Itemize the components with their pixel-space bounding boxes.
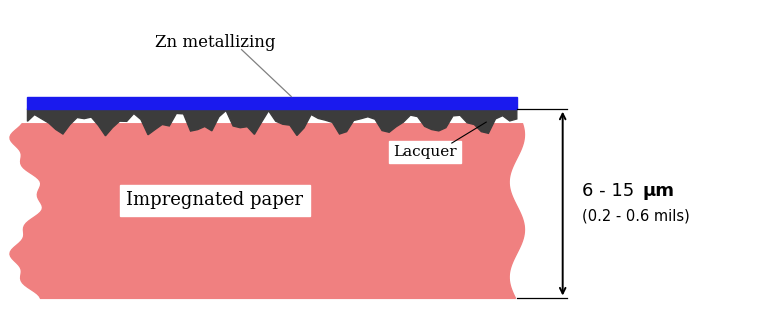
Text: Zn metallizing: Zn metallizing (155, 34, 275, 51)
Polygon shape (28, 109, 517, 136)
Bar (28, 97, 517, 109)
Text: (0.2 - 0.6 mils): (0.2 - 0.6 mils) (582, 209, 689, 224)
Text: μm: μm (643, 182, 675, 200)
Text: 6 - 15: 6 - 15 (582, 182, 634, 200)
Text: Lacquer: Lacquer (393, 145, 457, 159)
Polygon shape (10, 124, 525, 298)
Text: Impregnated paper: Impregnated paper (126, 191, 303, 209)
